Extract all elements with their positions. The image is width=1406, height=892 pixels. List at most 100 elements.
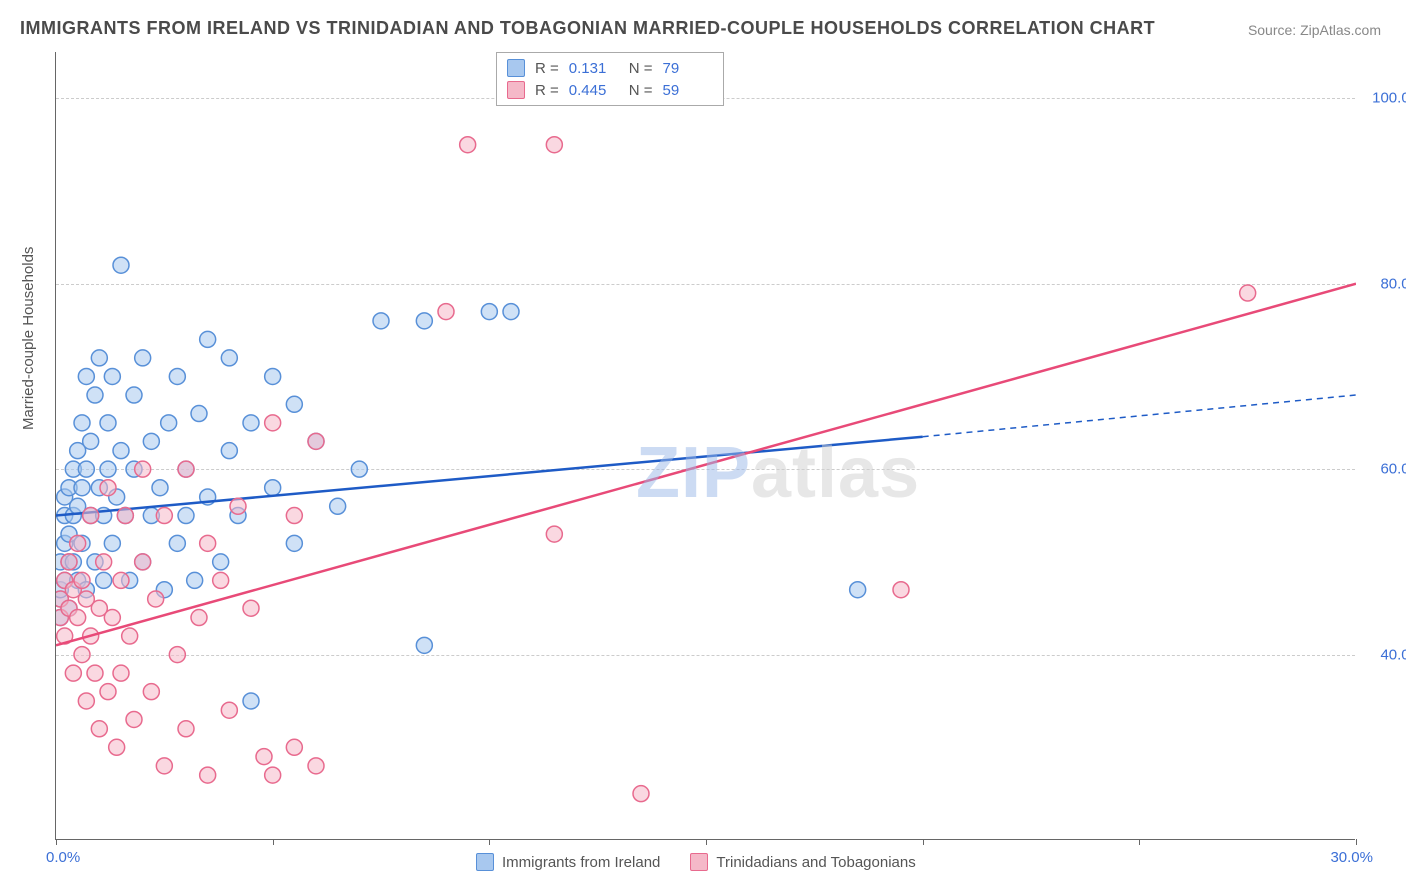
swatch-series-2 [690,853,708,871]
swatch-series-2 [507,81,525,99]
data-point [152,480,168,496]
data-point [143,433,159,449]
data-point [416,313,432,329]
data-point [74,647,90,663]
data-point [169,647,185,663]
legend-item-1: Immigrants from Ireland [476,853,660,871]
plot-svg [56,52,1356,840]
data-point [200,767,216,783]
data-point [503,304,519,320]
data-point [104,535,120,551]
legend-row-series-2: R = 0.445 N = 59 [507,79,713,101]
data-point [265,480,281,496]
data-point [200,535,216,551]
data-point [308,433,324,449]
data-point [243,693,259,709]
r-prefix: R = [535,82,559,99]
y-axis-label: Married-couple Households [20,247,37,430]
r-prefix: R = [535,60,559,77]
data-point [100,415,116,431]
data-point [265,368,281,384]
x-tick-mark [1356,839,1357,845]
legend-label: Immigrants from Ireland [502,854,660,871]
data-point [633,786,649,802]
data-point [78,693,94,709]
legend-item-2: Trinidadians and Tobagonians [690,853,915,871]
data-point [169,368,185,384]
data-point [126,387,142,403]
data-point [213,554,229,570]
data-point [135,554,151,570]
y-tick-label: 60.0% [1380,461,1406,478]
r-value: 0.131 [569,60,619,77]
data-point [265,415,281,431]
data-point [113,665,129,681]
data-point [156,508,172,524]
data-point [256,749,272,765]
data-point [351,461,367,477]
data-point [286,396,302,412]
data-point [286,739,302,755]
data-point [178,508,194,524]
data-point [96,572,112,588]
data-point [191,610,207,626]
data-point [221,702,237,718]
data-point [330,498,346,514]
data-point [74,480,90,496]
data-point [74,572,90,588]
trend-line [56,284,1356,646]
data-point [78,368,94,384]
data-point [213,572,229,588]
correlation-chart: ZIPatlas R = 0.131 N = 79 R = 0.445 N = … [55,52,1355,840]
data-point [893,582,909,598]
y-tick-label: 100.0% [1372,90,1406,107]
n-prefix: N = [629,60,653,77]
data-point [438,304,454,320]
data-point [109,739,125,755]
trend-line-extrapolated [923,395,1356,437]
y-tick-label: 40.0% [1380,646,1406,663]
data-point [122,628,138,644]
data-point [143,684,159,700]
data-point [373,313,389,329]
n-value: 79 [663,60,713,77]
r-value: 0.445 [569,82,619,99]
data-point [83,508,99,524]
data-point [460,137,476,153]
data-point [65,665,81,681]
y-tick-label: 80.0% [1380,275,1406,292]
data-point [113,443,129,459]
data-point [100,480,116,496]
data-point [87,665,103,681]
data-point [191,406,207,422]
data-point [243,600,259,616]
n-prefix: N = [629,82,653,99]
data-point [126,711,142,727]
x-tick-label-min: 0.0% [46,849,80,866]
data-point [221,350,237,366]
data-point [87,387,103,403]
data-point [61,554,77,570]
data-point [113,572,129,588]
data-point [230,498,246,514]
data-point [221,443,237,459]
data-point [78,461,94,477]
data-point [117,508,133,524]
legend-label: Trinidadians and Tobagonians [716,854,915,871]
data-point [178,721,194,737]
data-point [83,433,99,449]
data-point [286,508,302,524]
legend-row-series-1: R = 0.131 N = 79 [507,57,713,79]
data-point [100,684,116,700]
data-point [850,582,866,598]
data-point [200,331,216,347]
data-point [135,350,151,366]
data-point [148,591,164,607]
swatch-series-1 [507,59,525,77]
x-tick-label-max: 30.0% [1330,849,1373,866]
data-point [178,461,194,477]
data-point [265,767,281,783]
data-point [70,610,86,626]
data-point [91,721,107,737]
data-point [1240,285,1256,301]
